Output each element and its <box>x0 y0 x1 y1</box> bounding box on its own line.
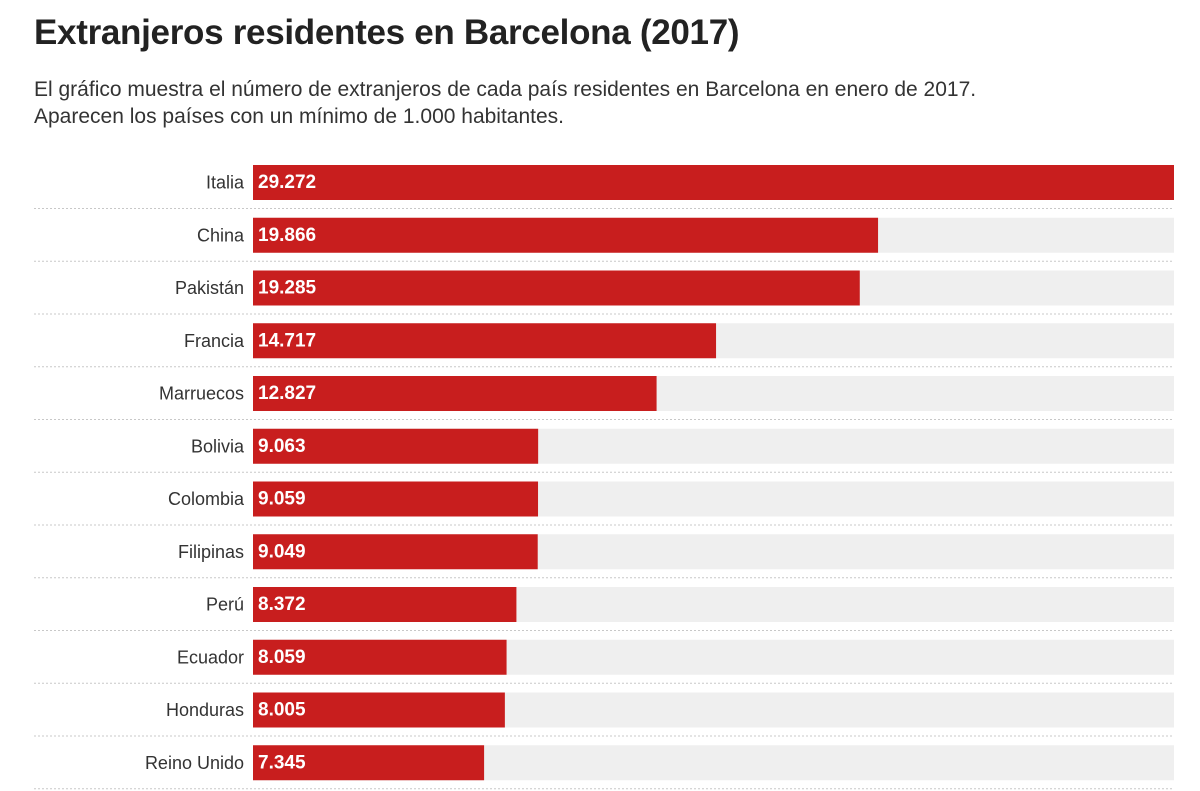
bar <box>253 587 517 622</box>
value-label: 9.049 <box>258 541 306 562</box>
bar <box>253 270 860 306</box>
value-label: 14.717 <box>258 330 316 351</box>
bar-row-colombia: Colombia 9.059 <box>34 481 1174 526</box>
category-label: Italia <box>206 173 245 193</box>
value-label: 8.372 <box>258 594 306 615</box>
bar-row-peru: Perú 8.372 <box>34 587 1174 631</box>
value-label: 9.059 <box>258 489 306 510</box>
value-label: 29.272 <box>258 172 316 193</box>
bar-row-filipinas: Filipinas 9.049 <box>34 534 1174 579</box>
value-label: 9.063 <box>258 436 306 457</box>
bar <box>253 481 539 517</box>
category-label: Honduras <box>166 700 244 720</box>
bar-row-francia: Francia 14.717 <box>34 323 1174 368</box>
value-label: 12.827 <box>258 383 316 404</box>
category-label: Francia <box>184 331 245 351</box>
category-label: Filipinas <box>178 542 244 562</box>
value-label: 7.345 <box>258 752 306 773</box>
subtitle-line-1: El gráfico muestra el número de extranje… <box>34 78 977 101</box>
bar-row-marruecos: Marruecos 12.827 <box>34 376 1174 420</box>
bar <box>253 323 717 359</box>
category-label: Colombia <box>168 489 245 509</box>
bar <box>253 692 505 728</box>
value-label: 19.285 <box>258 278 317 299</box>
bar <box>253 165 1174 200</box>
category-label: Perú <box>206 595 244 615</box>
bar-row-ecuador: Ecuador 8.059 <box>34 639 1174 684</box>
bar <box>253 428 539 464</box>
chart-title: Extranjeros residentes en Barcelona (201… <box>34 13 740 52</box>
bar <box>253 534 538 570</box>
category-label: Pakistán <box>175 278 244 298</box>
value-label: 8.005 <box>258 700 306 721</box>
bar-row-honduras: Honduras 8.005 <box>34 692 1174 737</box>
bar-row-reino-unido: Reino Unido 7.345 <box>34 745 1174 790</box>
bar-row-pakistan: Pakistán 19.285 <box>34 270 1174 315</box>
category-label: Ecuador <box>177 647 244 667</box>
bar-row-china: China 19.866 <box>34 217 1174 262</box>
bar-row-italia: Italia 29.272 <box>34 165 1174 209</box>
category-label: Reino Unido <box>145 753 244 773</box>
bar <box>253 217 879 253</box>
category-label: China <box>197 225 245 245</box>
bar <box>253 376 657 411</box>
value-label: 8.059 <box>258 647 306 668</box>
category-label: Marruecos <box>159 384 244 404</box>
bar-row-bolivia: Bolivia 9.063 <box>34 428 1174 473</box>
value-label: 19.866 <box>258 225 316 246</box>
bar <box>253 745 485 781</box>
chart-subtitle: El gráfico muestra el número de extranje… <box>34 76 1184 130</box>
category-label: Bolivia <box>191 436 245 456</box>
bar <box>253 639 507 675</box>
subtitle-line-2: Aparecen los países con un mínimo de 1.0… <box>34 105 565 128</box>
